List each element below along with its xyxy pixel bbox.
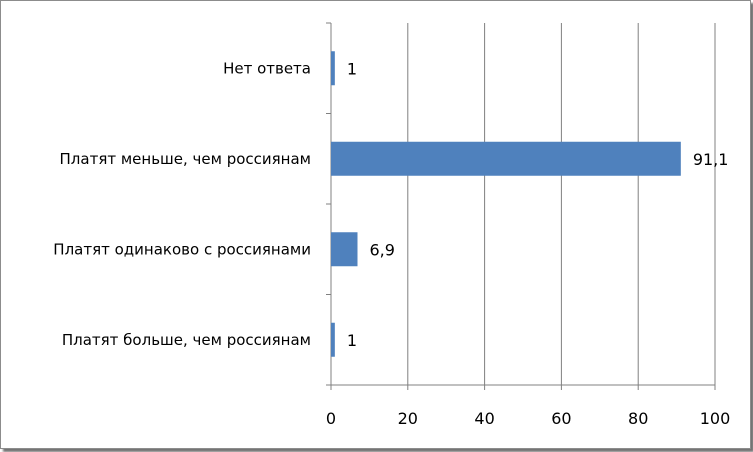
- category-label-2: Платят одинаково с россиянами: [53, 240, 311, 258]
- bar-0: [331, 51, 335, 86]
- value-label-2: 6,9: [369, 240, 394, 259]
- bar-2: [331, 232, 358, 267]
- x-tick-label-20: 20: [398, 409, 418, 428]
- x-tick-label-100: 100: [700, 409, 731, 428]
- value-label-3: 1: [347, 331, 357, 350]
- category-label-0: Нет ответа: [223, 59, 311, 77]
- bar-1: [331, 141, 681, 176]
- bar-3: [331, 322, 335, 357]
- x-tick-label-60: 60: [551, 409, 571, 428]
- x-tick-label-80: 80: [628, 409, 648, 428]
- x-tick-label-40: 40: [474, 409, 494, 428]
- value-label-1: 91,1: [693, 150, 729, 169]
- x-tick-label-0: 0: [326, 409, 336, 428]
- category-label-3: Платят больше, чем россиянам: [62, 331, 311, 349]
- value-label-0: 1: [347, 59, 357, 78]
- category-label-1: Платят меньше, чем россиянам: [60, 150, 311, 168]
